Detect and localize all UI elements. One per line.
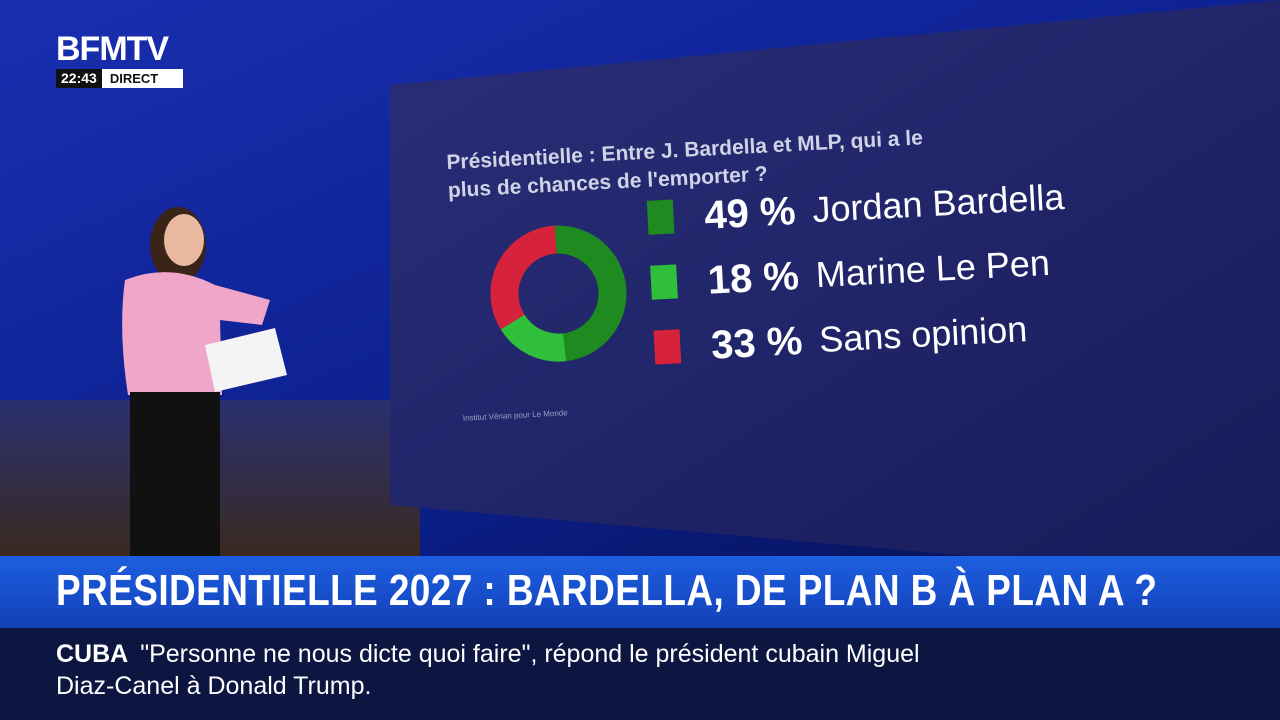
headline: PRÉSIDENTIELLE 2027 : BARDELLA, DE PLAN … (56, 566, 1158, 615)
value-label: 49 % (703, 189, 796, 238)
legend-swatch (646, 199, 675, 235)
time: 22:43 (56, 69, 102, 88)
live-label: DIRECT (109, 71, 159, 86)
legend-swatch (650, 264, 678, 300)
headline-banner: PRÉSIDENTIELLE 2027 : BARDELLA, DE PLAN … (0, 556, 1280, 628)
ticker-topic: CUBA (56, 640, 129, 668)
ticker-text: "Personne ne nous dicte quoi faire", rép… (56, 640, 920, 700)
studio: Présidentielle : Entre J. Bardella et ML… (0, 0, 1280, 556)
donut-slice (554, 225, 627, 362)
legend-swatch (653, 329, 682, 365)
jacket (122, 272, 270, 395)
ticker-text-block: CUBA "Personne ne nous dicte quoi faire",… (56, 638, 976, 702)
paper (205, 328, 287, 392)
screen-panel (390, 0, 1280, 556)
presenter (122, 207, 287, 556)
channel-logo: BFMTV (56, 30, 169, 68)
donut-slice (490, 225, 557, 330)
value-label: 18 % (707, 254, 800, 303)
ticker: CUBA "Personne ne nous dicte quoi faire",… (0, 628, 1280, 720)
clock: 22:43 DIRECT (56, 69, 183, 88)
value-label: 33 % (710, 319, 803, 368)
trousers (130, 392, 220, 556)
face (164, 214, 204, 266)
donut-slice (500, 314, 567, 362)
